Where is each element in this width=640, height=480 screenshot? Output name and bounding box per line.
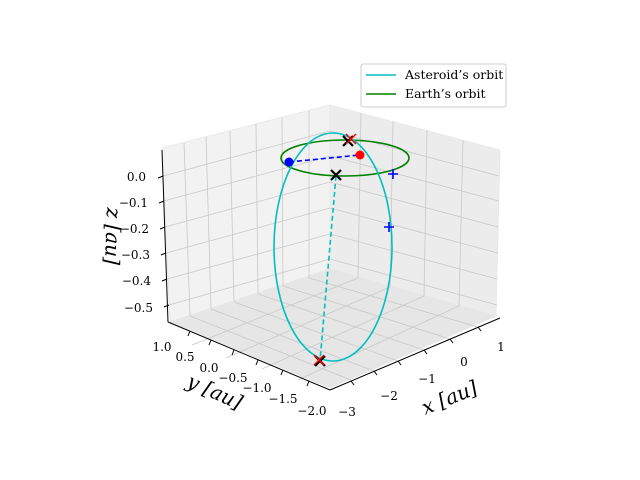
x-tick-label: −2 (380, 389, 398, 403)
legend-label-asteroid: Asteroid’s orbit (404, 67, 503, 82)
x-tick-label: 1 (497, 340, 505, 354)
blue-plus-marker (384, 222, 394, 232)
z-tick-labels: 0.0 −0.1 −0.2 −0.3 −0.4 −0.5 (119, 170, 153, 315)
x-tick-label: −3 (338, 405, 356, 419)
z-axis-label: z [au] (100, 206, 126, 265)
x-tick-label: −1 (418, 372, 436, 386)
y-tick-labels: 1.0 0.5 0.0 −0.5 −1.0 −1.5 −2.0 (152, 340, 326, 418)
pane-floor (168, 268, 498, 389)
y-tick-label: −1.0 (242, 381, 271, 395)
y-axis-line (167, 321, 331, 391)
red-x-marker (345, 133, 357, 145)
orbit-marks (273, 132, 410, 367)
z-tick-label: −0.1 (119, 196, 148, 210)
blue-plus-marker (388, 169, 398, 179)
red-dot-marker (355, 150, 365, 160)
z-tick-label: 0.0 (127, 170, 146, 184)
z-axis-line (161, 149, 169, 323)
z-tick-label: −0.5 (124, 301, 153, 315)
cyan-dashed-line (319, 175, 337, 362)
blue-dot-marker (284, 157, 294, 167)
blue-dashed-line (288, 154, 361, 163)
x-tick-labels: −3 −2 −1 0 1 (338, 340, 505, 419)
y-tick-label: −0.5 (218, 371, 247, 385)
y-tick-label: −2.0 (297, 404, 326, 418)
gridlines (162, 111, 500, 381)
black-x-marker (330, 169, 342, 181)
tick-marks (157, 175, 482, 387)
axes-lines (161, 149, 501, 391)
legend: Asteroid’s orbit Earth’s orbit (360, 63, 507, 108)
y-tick-label: 0.0 (199, 361, 218, 375)
x-axis-line (329, 317, 501, 391)
asteroid-orbit-line (273, 132, 393, 362)
z-tick-label: −0.2 (120, 222, 149, 236)
y-tick-label: 0.5 (175, 350, 194, 364)
z-tick-label: −0.3 (121, 248, 150, 262)
z-tick-label: −0.4 (122, 274, 152, 288)
legend-label-earth: Earth’s orbit (405, 86, 486, 101)
legend-box (360, 63, 507, 108)
x-tick-label: 0 (460, 355, 468, 369)
earth-orbit-line (280, 139, 410, 177)
black-x-marker (342, 135, 354, 147)
red-x-marker (313, 354, 325, 366)
y-tick-label: 1.0 (152, 340, 171, 354)
y-tick-label: −1.5 (268, 392, 297, 406)
